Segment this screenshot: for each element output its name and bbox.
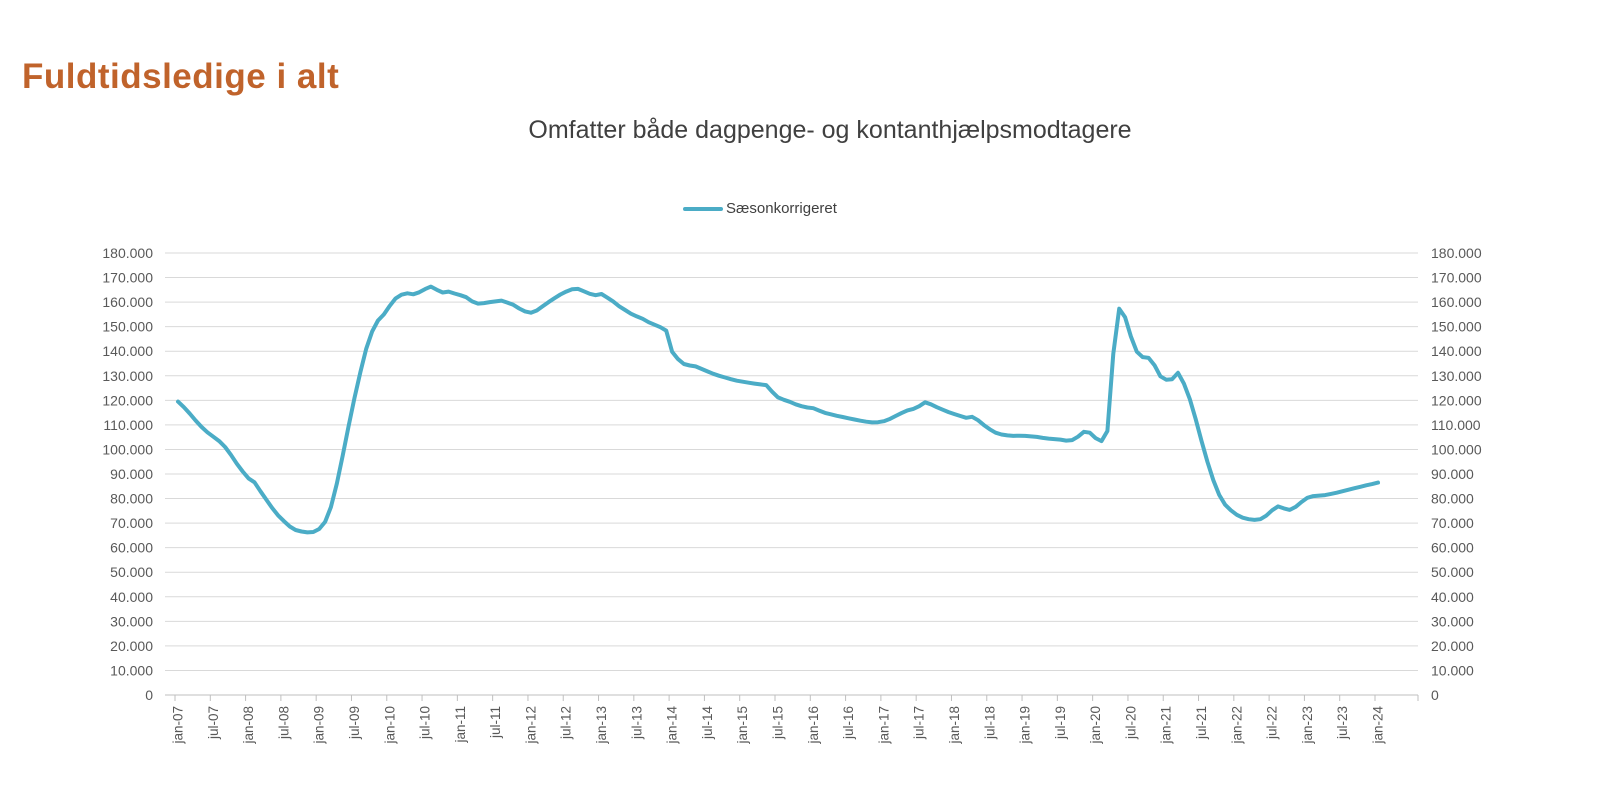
x-axis-label: jan-11	[453, 706, 468, 744]
y-axis-label-left: 130.000	[102, 368, 153, 384]
y-axis-label-right: 150.000	[1431, 319, 1482, 335]
x-axis-label: jul-23	[1335, 706, 1350, 740]
y-axis-label-left: 170.000	[102, 270, 153, 286]
x-axis-label: jul-20	[1123, 706, 1138, 740]
x-axis-label: jan-20	[1088, 706, 1103, 745]
x-axis-label: jul-16	[841, 706, 856, 740]
x-axis-label: jul-12	[559, 706, 574, 740]
y-axis-label-right: 90.000	[1431, 466, 1474, 482]
y-axis-label-left: 60.000	[110, 540, 153, 556]
legend-series-label: Sæsonkorrigeret	[726, 200, 837, 217]
y-axis-label-left: 90.000	[110, 466, 153, 482]
x-axis-label: jan-09	[312, 706, 327, 745]
x-axis-label: jul-09	[347, 706, 362, 740]
y-axis-label-left: 180.000	[102, 245, 153, 261]
x-axis-label: jan-15	[735, 706, 750, 745]
page-title: Fuldtidsledige i alt	[22, 57, 340, 97]
x-axis-label: jan-21	[1159, 706, 1174, 745]
y-axis-label-right: 170.000	[1431, 270, 1482, 286]
y-axis-label-left: 150.000	[102, 319, 153, 335]
x-axis-label: jul-11	[488, 706, 503, 739]
chart-subtitle: Omfatter både dagpenge- og kontanthjælps…	[528, 116, 1132, 144]
y-axis-label-right: 120.000	[1431, 392, 1482, 408]
x-axis-label: jan-08	[241, 706, 256, 745]
y-axis-label-right: 20.000	[1431, 638, 1474, 654]
y-axis-label-left: 70.000	[110, 515, 153, 531]
y-axis-label-right: 140.000	[1431, 343, 1482, 359]
y-axis-label-right: 180.000	[1431, 245, 1482, 261]
y-axis-label-left: 40.000	[110, 589, 153, 605]
x-axis-label: jul-13	[629, 706, 644, 740]
y-axis-label-left: 110.000	[103, 417, 153, 433]
y-axis-label-left: 20.000	[110, 638, 153, 654]
x-axis-label: jan-14	[665, 706, 680, 745]
y-axis-label-left: 80.000	[110, 491, 153, 507]
x-axis-label: jan-13	[594, 706, 609, 745]
y-axis-label-right: 100.000	[1431, 441, 1482, 457]
y-axis-label-right: 50.000	[1431, 564, 1474, 580]
x-axis-label: jan-07	[171, 706, 186, 745]
y-axis-label-right: 10.000	[1431, 662, 1474, 678]
x-axis-label: jan-23	[1300, 706, 1315, 745]
x-axis-label: jul-10	[418, 706, 433, 740]
y-axis-label-right: 80.000	[1431, 491, 1474, 507]
x-axis-label: jan-10	[382, 706, 397, 745]
y-axis-label-right: 0	[1431, 687, 1439, 703]
legend-line-swatch-icon	[683, 206, 724, 211]
y-axis-label-left: 50.000	[110, 564, 153, 580]
x-axis-label: jan-22	[1229, 706, 1244, 745]
x-axis-label: jan-16	[806, 706, 821, 745]
x-axis-label: jul-18	[982, 706, 997, 740]
x-axis-label: jul-22	[1265, 706, 1280, 740]
x-axis-label: jul-07	[206, 706, 221, 740]
y-axis-label-right: 110.000	[1431, 417, 1481, 433]
series-line-saesonkorrigeret	[176, 284, 1380, 535]
y-axis-label-right: 40.000	[1431, 589, 1474, 605]
y-axis-label-left: 140.000	[102, 343, 153, 359]
y-axis-label-left: 30.000	[110, 613, 153, 629]
x-axis-label: jul-17	[912, 706, 927, 740]
y-axis-label-right: 60.000	[1431, 540, 1474, 556]
x-axis-label: jan-12	[523, 706, 538, 745]
y-axis-label-right: 30.000	[1431, 613, 1474, 629]
y-axis-label-right: 160.000	[1431, 294, 1482, 310]
x-axis-label: jan-19	[1018, 706, 1033, 745]
x-axis-label: jul-15	[771, 706, 786, 740]
x-axis-label: jul-19	[1053, 706, 1068, 740]
x-axis-label: jul-08	[276, 706, 291, 740]
y-axis-label-left: 120.000	[102, 392, 153, 408]
x-axis-label: jul-14	[700, 706, 715, 741]
chart-legend: Sæsonkorrigeret	[620, 200, 900, 217]
y-axis-label-right: 70.000	[1431, 515, 1474, 531]
x-axis-label: jan-24	[1371, 706, 1386, 745]
x-axis-label: jul-21	[1194, 706, 1209, 740]
y-axis-label-left: 160.000	[102, 294, 153, 310]
y-axis-label-left: 10.000	[110, 662, 153, 678]
y-axis-label-right: 130.000	[1431, 368, 1482, 384]
y-axis-label-left: 100.000	[102, 441, 153, 457]
y-axis-label-left: 0	[145, 687, 153, 703]
x-axis-label: jan-18	[947, 706, 962, 745]
x-axis-label: jan-17	[876, 706, 891, 745]
